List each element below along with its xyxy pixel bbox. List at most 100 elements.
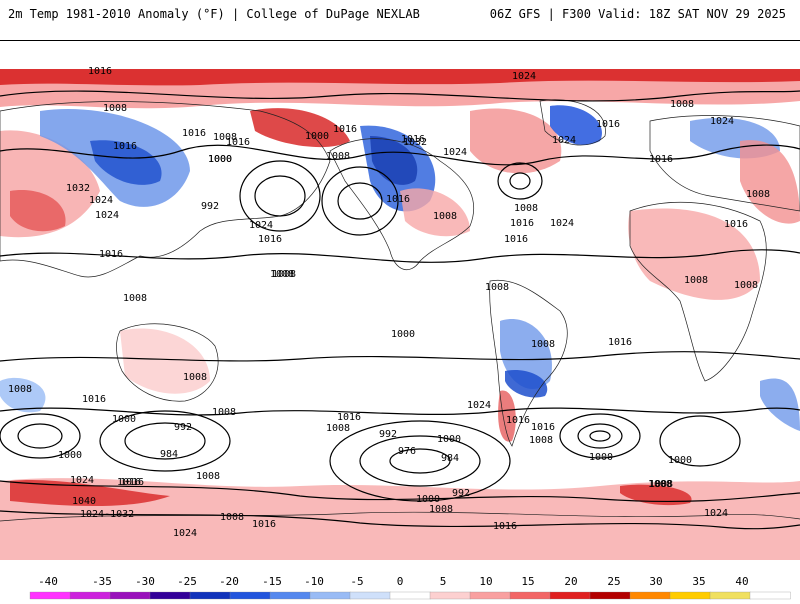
anomaly-warm-siberia: [250, 108, 350, 148]
colorbar-swatch: [229, 591, 271, 600]
contour-label: 1024: [70, 475, 94, 486]
colorbar-tick-label: -30: [135, 575, 155, 588]
anomaly-cold-atlantic: [760, 378, 800, 431]
contour-label: 1016: [724, 219, 748, 230]
colorbar-tick-label: -40: [38, 575, 58, 588]
contour-label: 1000: [58, 450, 82, 461]
contour-label: 1008: [272, 269, 296, 280]
contour-label: 1008: [123, 293, 147, 304]
coast-eurasia: [0, 101, 331, 278]
contour-label: 1008: [684, 275, 708, 286]
contour-label: 1008: [648, 479, 672, 490]
isobar-pacific-low-2: [359, 435, 481, 487]
colorbar-tick-label: 35: [692, 575, 705, 588]
colorbar-swatch: [749, 591, 791, 600]
colorbar-swatch: [69, 591, 111, 600]
contour-label: 1016: [82, 394, 106, 405]
contour-label: 1016: [596, 119, 620, 130]
isobar-antarctic: [0, 510, 800, 530]
contour-label: 1024: [443, 147, 467, 158]
isobar-pacific-low-3: [389, 448, 451, 474]
contour-label: 1000: [112, 414, 136, 425]
anomaly-cold-greenland: [550, 105, 602, 146]
contour-label: 1024: [704, 508, 728, 519]
isobar-east-sh-low: [659, 415, 741, 467]
contour-label: 1008: [270, 269, 294, 280]
colorbar-swatches: [29, 591, 791, 600]
contour-label: 1000: [208, 154, 232, 165]
contour-label: 1008: [670, 99, 694, 110]
contour-label: 1024: [710, 116, 734, 127]
anomaly-warm-greenland: [470, 108, 562, 174]
contour-label: 1008: [514, 203, 538, 214]
colorbar-tick-label: 15: [521, 575, 534, 588]
anomaly-warm-middle-east: [740, 140, 800, 224]
contour-label: 1008: [531, 339, 555, 350]
contour-label: 1000: [305, 131, 329, 142]
contour-label: 1024: [249, 220, 273, 231]
colorbar-tick-label: 10: [479, 575, 492, 588]
contour-label: 1016: [113, 141, 137, 152]
contour-label: 1016: [258, 234, 282, 245]
contour-label: 984: [160, 449, 178, 460]
isobar-atlantic-low-2: [509, 172, 531, 190]
anomaly-warm-antarctic-core: [10, 479, 170, 506]
contour-label: 992: [379, 429, 397, 440]
contour-label: 1024: [89, 195, 113, 206]
contour-label: 1000: [437, 434, 461, 445]
anomaly-cold-argentina: [505, 370, 548, 398]
isobar-nh-subtropic: [0, 249, 800, 263]
contour-label: 1008: [485, 282, 509, 293]
isobar-atlantic-sh-low-1: [559, 413, 641, 459]
contour-label: 984: [441, 453, 459, 464]
anomaly-warm-australia: [120, 328, 210, 394]
anomaly-cold-pacific: [0, 377, 46, 413]
colorbar-swatch: [29, 591, 71, 600]
anomaly-warm-weddell: [620, 484, 692, 506]
isobar-pacific-high-1: [239, 160, 321, 232]
colorbar-tick-label: -15: [262, 575, 282, 588]
contour-label: 1024: [550, 218, 574, 229]
anomaly-warm-usa: [400, 188, 470, 237]
colorbar-swatch: [269, 591, 311, 600]
contour-label: 1008: [734, 280, 758, 291]
contour-label: 1008: [429, 504, 453, 515]
contour-label: 1024: [552, 135, 576, 146]
colorbar-swatch: [509, 591, 551, 600]
contour-label: 1016: [510, 218, 534, 229]
colorbar-swatch: [429, 591, 471, 600]
colorbar-swatch: [709, 591, 751, 600]
colorbar-swatch: [109, 591, 151, 600]
model-run-info: 06Z GFS | F300 Valid: 18Z SAT NOV 29 202…: [489, 7, 786, 21]
contour-label: 1016: [649, 154, 673, 165]
contour-label: 1040: [72, 496, 96, 507]
contour-label: 1016: [333, 124, 357, 135]
anomaly-warm-africa: [628, 208, 760, 300]
colorbar-swatch: [549, 591, 591, 600]
colorbar-swatch: [389, 591, 431, 600]
contour-label: 1032: [403, 137, 427, 148]
contour-label: 1016: [337, 412, 361, 423]
isobar-indian-low-1: [0, 413, 81, 459]
colorbar: -40 -35 -30 -25 -20 -15 -10 -5 0 5 10 15…: [0, 560, 800, 600]
coastlines: [0, 99, 800, 522]
contour-label: 1008: [196, 471, 220, 482]
colorbar-tick-label: -25: [177, 575, 197, 588]
coast-antarctica: [0, 511, 800, 522]
contour-label: 1024: [467, 400, 491, 411]
isobar-pacific-high-3: [321, 166, 399, 236]
isobar-pacific-low-1: [329, 420, 511, 502]
isobar-indian-low-2: [17, 423, 63, 449]
contour-label: 1024: [173, 528, 197, 539]
contour-label: 1008: [433, 211, 457, 222]
colorbar-swatch: [469, 591, 511, 600]
colorbar-swatch: [629, 591, 671, 600]
isobar-sh-polar: [0, 480, 800, 503]
contour-label: 1016: [182, 128, 206, 139]
isobar-nh-midlat: [0, 144, 800, 166]
contour-label: 1032: [66, 183, 90, 194]
contour-label: 1008: [220, 512, 244, 523]
colorbar-tick-label: 5: [440, 575, 447, 588]
colorbar-swatch: [309, 591, 351, 600]
contour-label: 1016: [506, 415, 530, 426]
